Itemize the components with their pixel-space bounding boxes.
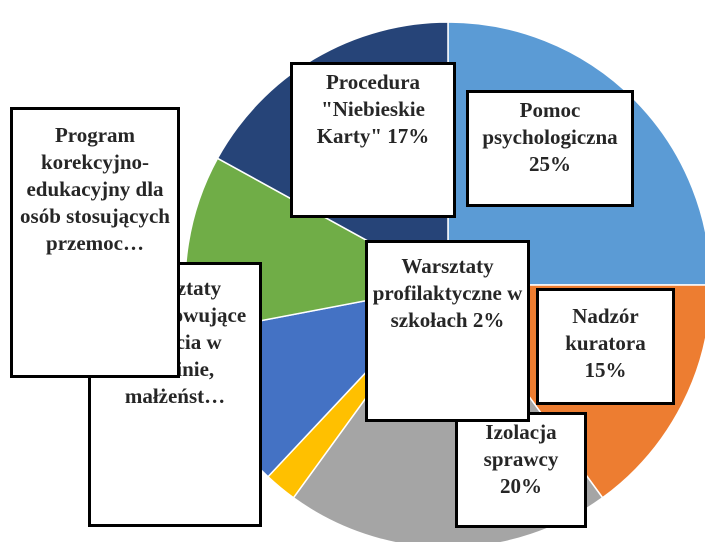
data-label: Izolacja sprawcy 20% <box>455 412 587 528</box>
data-label: Program korekcyjno-edukacyjny dla osób s… <box>10 107 180 378</box>
data-label: Warsztaty profilaktyczne w szkołach 2% <box>365 240 530 422</box>
data-label: Nadzór kuratora 15% <box>536 288 675 405</box>
data-label: Procedura "Niebieskie Karty" 17% <box>290 62 456 218</box>
data-label: Pomoc psychologiczna 25% <box>466 90 634 207</box>
